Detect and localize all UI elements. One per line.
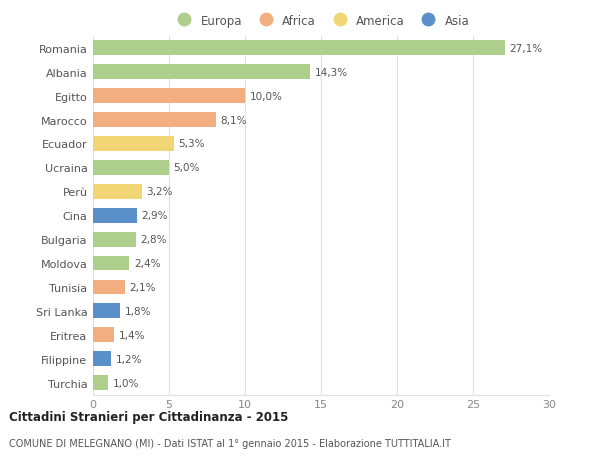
Text: 5,0%: 5,0% — [173, 163, 200, 173]
Bar — [93, 113, 216, 128]
Bar — [93, 232, 136, 247]
Bar — [93, 89, 245, 104]
Text: Cittadini Stranieri per Cittadinanza - 2015: Cittadini Stranieri per Cittadinanza - 2… — [9, 410, 289, 423]
Legend: Europa, Africa, America, Asia: Europa, Africa, America, Asia — [170, 12, 472, 30]
Bar — [93, 280, 125, 295]
Bar — [93, 375, 108, 390]
Bar — [93, 256, 130, 271]
Text: 5,3%: 5,3% — [178, 139, 205, 149]
Text: 2,4%: 2,4% — [134, 258, 161, 269]
Text: 27,1%: 27,1% — [509, 44, 542, 54]
Bar — [93, 41, 505, 56]
Text: 1,0%: 1,0% — [113, 378, 139, 388]
Text: 10,0%: 10,0% — [250, 91, 283, 101]
Text: 8,1%: 8,1% — [221, 115, 247, 125]
Bar — [93, 137, 173, 151]
Text: 14,3%: 14,3% — [315, 67, 348, 78]
Text: 1,2%: 1,2% — [116, 354, 142, 364]
Text: 2,8%: 2,8% — [140, 235, 167, 245]
Text: 2,1%: 2,1% — [130, 282, 156, 292]
Bar — [93, 328, 114, 342]
Text: 2,9%: 2,9% — [142, 211, 168, 221]
Text: 1,4%: 1,4% — [119, 330, 145, 340]
Text: 3,2%: 3,2% — [146, 187, 173, 197]
Bar — [93, 185, 142, 199]
Bar — [93, 208, 137, 223]
Bar — [93, 65, 310, 80]
Bar — [93, 304, 121, 319]
Text: COMUNE DI MELEGNANO (MI) - Dati ISTAT al 1° gennaio 2015 - Elaborazione TUTTITAL: COMUNE DI MELEGNANO (MI) - Dati ISTAT al… — [9, 438, 451, 448]
Bar — [93, 161, 169, 175]
Text: 1,8%: 1,8% — [125, 306, 151, 316]
Bar — [93, 352, 111, 366]
